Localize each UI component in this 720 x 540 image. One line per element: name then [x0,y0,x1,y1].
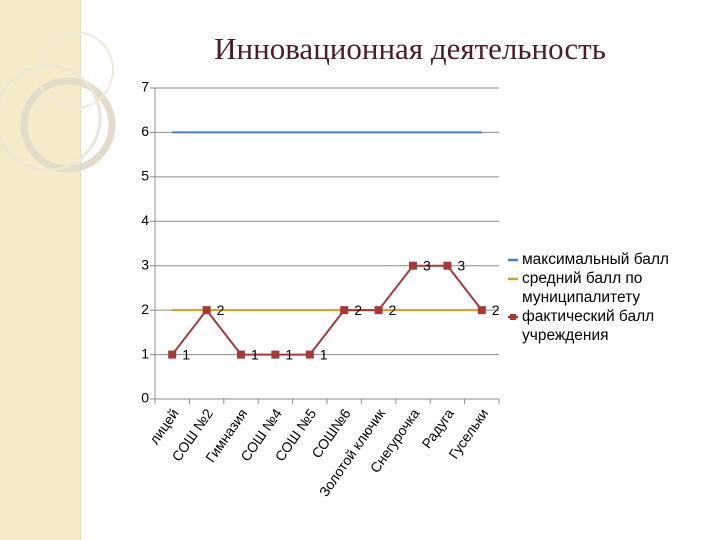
legend: максимальный балл средний балл по муницип… [508,250,708,345]
decor-circle [36,31,114,109]
legend-item: фактический балл учреждения [508,307,708,345]
data-label: 2 [389,302,397,318]
y-tick-label: 2 [141,301,149,317]
decor-circle [0,64,102,172]
point-marker [340,306,349,315]
point-marker [477,306,486,315]
series-line [171,264,483,356]
decor-circle [20,77,116,173]
legend-item: максимальный балл [508,250,708,269]
point-marker [237,350,245,359]
data-label: 1 [251,346,259,362]
point-marker [202,306,211,315]
legend-item: средний балл по муниципалитету [508,269,708,307]
y-tick-label: 4 [141,212,149,228]
point-marker [374,306,383,315]
y-tick-label: 6 [141,123,149,139]
legend-swatch [508,314,518,320]
y-tick-label: 5 [141,168,149,184]
legend-marker [510,314,516,320]
legend-label: фактический балл учреждения [522,308,655,344]
data-label: 3 [457,257,465,273]
y-tick-label: 3 [141,256,149,272]
point-marker [271,350,280,359]
point-marker [409,261,417,270]
y-tick-label: 1 [141,345,149,361]
data-label: 1 [182,346,190,362]
point-marker [168,350,177,359]
legend-label: средний балл по муниципалитету [522,270,643,306]
point-marker [305,350,314,359]
data-label: 2 [217,302,225,318]
point-marker [443,261,452,270]
data-label: 1 [320,346,328,362]
chart-title: Инновационная деятельность [214,31,606,66]
data-label: 2 [354,302,362,318]
data-label: 1 [285,346,293,362]
x-tick-label: лицей [146,406,182,448]
legend-swatch [508,277,518,281]
data-label: 2 [492,302,500,318]
data-label: 3 [423,257,431,273]
y-tick-label: 7 [141,79,149,95]
legend-swatch [508,258,518,262]
y-tick-label: 0 [141,390,149,406]
legend-label: максимальный балл [522,251,669,268]
stripe-edge [80,0,81,540]
